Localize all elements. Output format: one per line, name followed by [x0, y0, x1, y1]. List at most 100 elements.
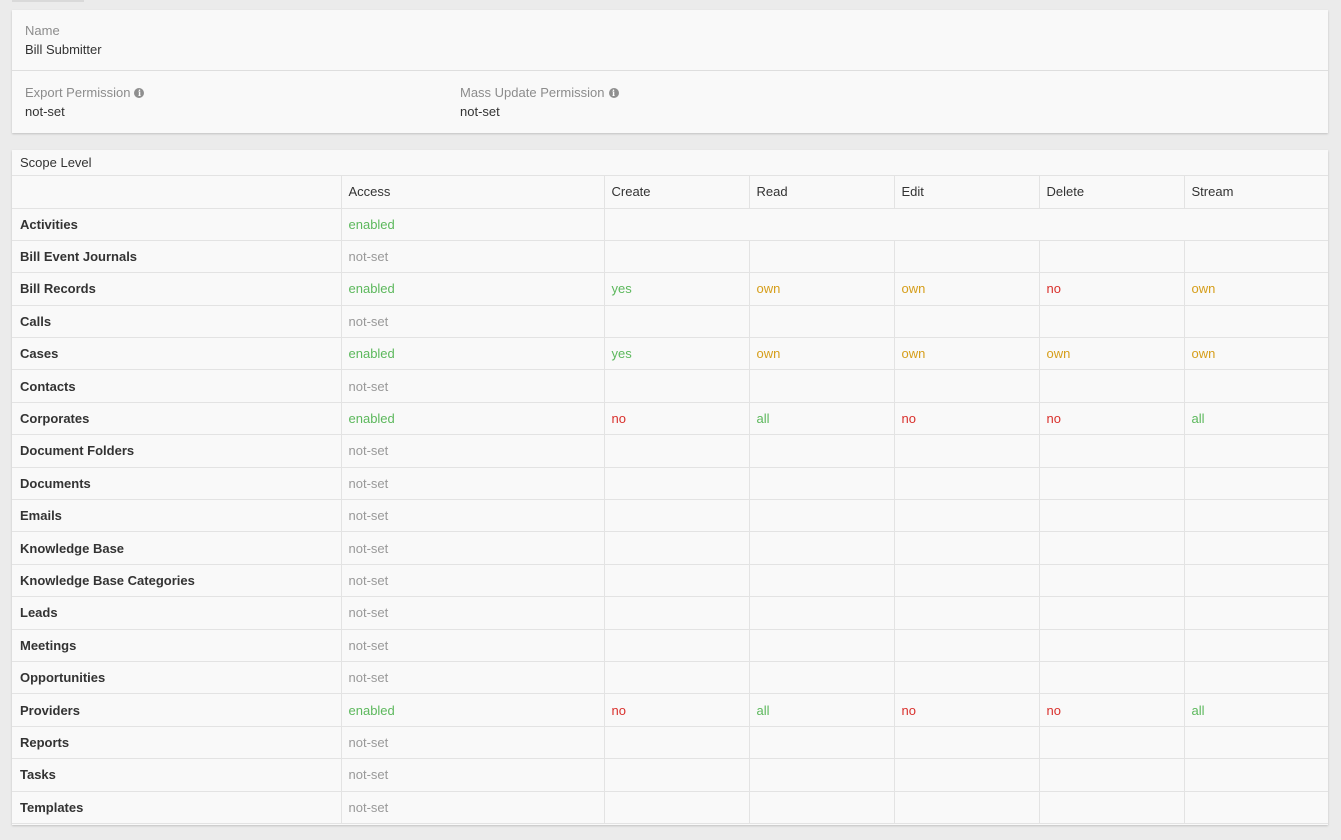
create-value	[604, 564, 750, 598]
create-value	[604, 629, 750, 662]
table-row: Providers enabled no all no no all	[12, 693, 1328, 727]
access-value: not-set	[341, 369, 605, 403]
permissions-row: Export Permission i not-set Mass Update …	[12, 71, 1328, 133]
name-label: Name	[25, 23, 60, 38]
stream-value	[1184, 240, 1328, 274]
access-value: not-set	[341, 305, 605, 339]
edit-value	[894, 305, 1040, 339]
edit-value	[894, 661, 1040, 695]
create-value	[604, 499, 750, 533]
delete-value	[1039, 499, 1185, 533]
stream-value	[1184, 726, 1328, 760]
read-value	[749, 369, 895, 403]
delete-value	[1039, 564, 1185, 598]
create-value	[604, 531, 750, 565]
name-value: Bill Submitter	[25, 42, 102, 57]
table-row: Documents not-set	[12, 467, 1328, 501]
access-value: not-set	[341, 467, 605, 501]
info-icon[interactable]: i	[134, 88, 145, 98]
delete-value	[1039, 758, 1185, 792]
access-value: not-set	[341, 726, 605, 760]
stream-value	[1184, 596, 1328, 630]
edit-value	[894, 596, 1040, 630]
access-value: enabled	[341, 693, 605, 727]
scope-level-panel: Scope Level Access Create Read Edit Dele…	[12, 150, 1328, 825]
scope-table-body: Activities enabled Bill Event Journals not-…	[12, 208, 1328, 824]
scope-name: Opportunities	[12, 661, 342, 695]
access-value: not-set	[341, 499, 605, 533]
scope-name: Knowledge Base	[12, 531, 342, 565]
read-value	[749, 240, 895, 274]
actions-cell-empty	[604, 208, 1328, 241]
delete-value	[1039, 726, 1185, 760]
scope-name: Contacts	[12, 369, 342, 403]
read-value	[749, 305, 895, 339]
table-row: Bill Event Journals not-set	[12, 240, 1328, 274]
scope-level-title: Scope Level	[12, 150, 1328, 176]
delete-value	[1039, 240, 1185, 274]
delete-value: no	[1039, 272, 1185, 306]
scope-name: Activities	[12, 208, 342, 241]
table-row: Bill Records enabled yes own own no own	[12, 272, 1328, 306]
table-row: Tasks not-set	[12, 758, 1328, 792]
table-row: Knowledge Base Categories not-set	[12, 564, 1328, 598]
scope-name: Cases	[12, 337, 342, 371]
edit-value	[894, 467, 1040, 501]
create-value	[604, 240, 750, 274]
table-row: Corporates enabled no all no no all	[12, 402, 1328, 436]
table-row: Calls not-set	[12, 305, 1328, 339]
edit-value	[894, 531, 1040, 565]
access-value: not-set	[341, 434, 605, 468]
column-header-access: Access	[341, 176, 605, 209]
read-value: all	[749, 693, 895, 727]
create-value: yes	[604, 337, 750, 371]
stream-value	[1184, 499, 1328, 533]
access-value: not-set	[341, 629, 605, 662]
access-value: enabled	[341, 402, 605, 436]
stream-value: own	[1184, 272, 1328, 306]
read-value: all	[749, 402, 895, 436]
stream-value: all	[1184, 693, 1328, 727]
table-row: Templates not-set	[12, 791, 1328, 824]
delete-value	[1039, 791, 1185, 824]
read-value	[749, 758, 895, 792]
edit-value	[894, 369, 1040, 403]
create-value	[604, 434, 750, 468]
read-value	[749, 726, 895, 760]
read-value	[749, 564, 895, 598]
read-value	[749, 434, 895, 468]
scope-name: Bill Event Journals	[12, 240, 342, 274]
scope-table: Access Create Read Edit Delete Stream Ac…	[12, 176, 1328, 824]
read-value	[749, 531, 895, 565]
stream-value	[1184, 369, 1328, 403]
scope-name: Emails	[12, 499, 342, 533]
table-row: Leads not-set	[12, 596, 1328, 630]
create-value: no	[604, 402, 750, 436]
create-value	[604, 467, 750, 501]
scope-name: Templates	[12, 791, 342, 824]
column-header-stream: Stream	[1184, 176, 1328, 209]
stream-value	[1184, 661, 1328, 695]
create-value	[604, 596, 750, 630]
create-value	[604, 661, 750, 695]
stream-value	[1184, 467, 1328, 501]
access-value: enabled	[341, 272, 605, 306]
create-value	[604, 791, 750, 824]
scope-name: Leads	[12, 596, 342, 630]
column-header-delete: Delete	[1039, 176, 1185, 209]
edit-value	[894, 499, 1040, 533]
name-row: Name Bill Submitter	[12, 10, 1328, 71]
stream-value	[1184, 305, 1328, 339]
info-icon[interactable]: i	[608, 88, 619, 98]
name-field: Name Bill Submitter	[25, 23, 102, 58]
create-value: no	[604, 693, 750, 727]
scope-name: Reports	[12, 726, 342, 760]
scope-name: Meetings	[12, 629, 342, 662]
access-value: not-set	[341, 661, 605, 695]
stream-value: all	[1184, 402, 1328, 436]
delete-value: no	[1039, 693, 1185, 727]
read-value	[749, 661, 895, 695]
stream-value	[1184, 791, 1328, 824]
read-value: own	[749, 272, 895, 306]
edit-value	[894, 564, 1040, 598]
